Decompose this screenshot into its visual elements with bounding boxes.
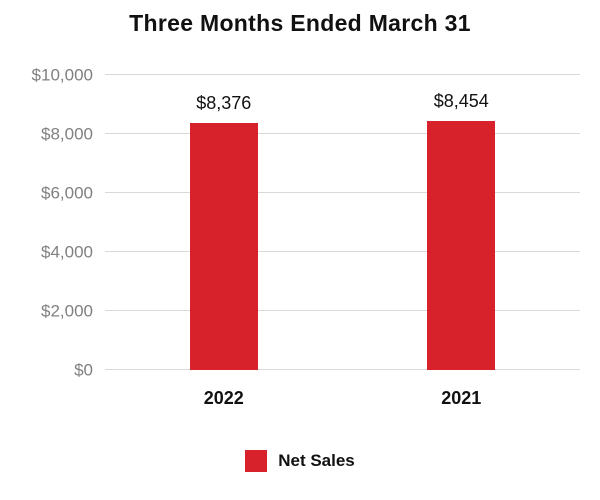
gridline xyxy=(105,74,580,75)
y-tick-label: $10,000 xyxy=(31,65,93,85)
legend: Net Sales xyxy=(0,450,600,472)
gridline xyxy=(105,251,580,252)
x-axis-label-2021: 2021 xyxy=(441,388,482,408)
y-tick-label: $4,000 xyxy=(41,242,93,262)
gridline xyxy=(105,369,580,370)
y-tick-label: $0 xyxy=(74,360,93,380)
gridline xyxy=(105,192,580,193)
bars-row: $8,376 2022 $8,454 2021 xyxy=(105,75,581,408)
y-tick-label: $6,000 xyxy=(41,183,93,203)
gridline xyxy=(105,310,580,311)
bar-slot-2021: $8,454 2021 xyxy=(343,75,581,408)
bar-2022: $8,376 xyxy=(189,93,258,370)
legend-label-net-sales: Net Sales xyxy=(278,451,355,470)
x-axis-label-2022: 2022 xyxy=(203,388,244,408)
bar-slot-2022: $8,376 2022 xyxy=(105,75,343,408)
chart-title: Three Months Ended March 31 xyxy=(129,10,471,36)
plot-area: $0 $2,000 $4,000 $6,000 $8,000 $10,000 $8,376… xyxy=(32,67,581,408)
y-tick-label: $2,000 xyxy=(41,301,93,321)
y-tick-label: $8,000 xyxy=(41,124,93,144)
bar-value-label-2021: $8,454 xyxy=(433,90,489,111)
gridline xyxy=(105,133,580,134)
legend-swatch-net-sales xyxy=(245,450,268,472)
bar-value-label-2022: $8,376 xyxy=(196,92,252,113)
bar-2021: $8,454 xyxy=(427,91,496,370)
